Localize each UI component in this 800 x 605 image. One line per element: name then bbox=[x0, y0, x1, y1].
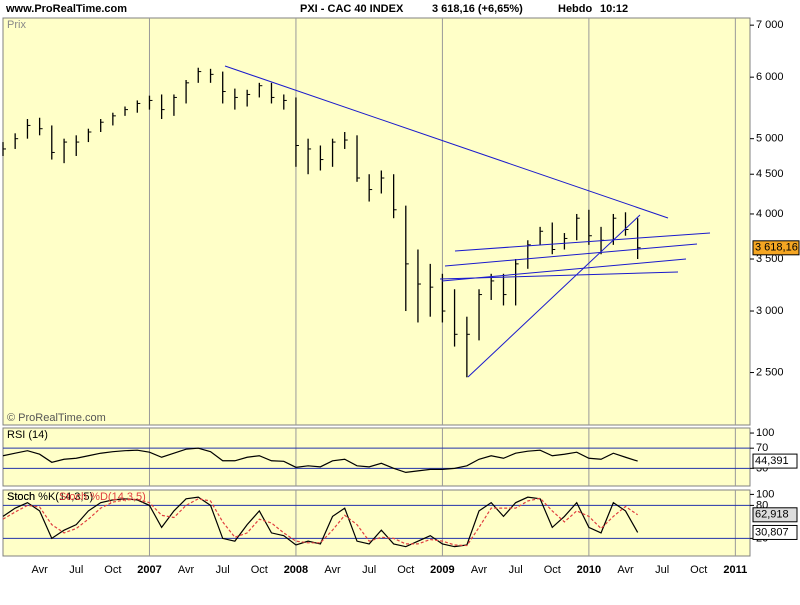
site: www.ProRealTime.com bbox=[5, 3, 127, 15]
y-tick-label: 6 000 bbox=[756, 71, 784, 83]
series-line bbox=[2, 497, 638, 547]
y-tick-label: 100 bbox=[756, 488, 774, 500]
x-tick-label: Avr bbox=[178, 564, 195, 576]
x-tick-label: Jul bbox=[216, 564, 230, 576]
x-tick-label: Oct bbox=[104, 564, 121, 576]
copyright: © ProRealTime.com bbox=[7, 412, 106, 424]
x-tick-label: 2008 bbox=[284, 564, 308, 576]
x-tick-label: Oct bbox=[397, 564, 414, 576]
trend-line bbox=[467, 214, 641, 378]
y-tick-label: 4 500 bbox=[756, 168, 784, 180]
last-value-box bbox=[752, 453, 798, 469]
x-tick-label: Jul bbox=[509, 564, 523, 576]
trend-line bbox=[444, 243, 698, 267]
y-tick-label: 100 bbox=[756, 427, 774, 439]
x-tick-label: Avr bbox=[324, 564, 341, 576]
quote: 3 618,16 (+6,65%) bbox=[432, 3, 523, 15]
y-tick-label: 2 500 bbox=[756, 366, 784, 378]
x-tick-label: 2010 bbox=[577, 564, 601, 576]
last-value: 44,391 bbox=[755, 455, 789, 467]
panel-label: Stoch bbox=[7, 491, 35, 503]
y-tick-label: 4 000 bbox=[756, 208, 784, 220]
y-tick-label: 3 000 bbox=[756, 305, 784, 317]
last-value-box bbox=[752, 507, 798, 523]
x-tick-label: Avr bbox=[617, 564, 634, 576]
legend-entry: Stoch %D(14,3,5) bbox=[59, 491, 146, 503]
x-tick-label: Avr bbox=[31, 564, 48, 576]
x-tick-label: Oct bbox=[690, 564, 707, 576]
x-tick-label: 2007 bbox=[137, 564, 161, 576]
y-tick-label: 70 bbox=[756, 442, 768, 454]
x-tick-label: Jul bbox=[69, 564, 83, 576]
trend-line bbox=[224, 65, 669, 219]
period: Hebdo bbox=[558, 3, 593, 15]
x-tick-label: Oct bbox=[544, 564, 561, 576]
x-tick-label: Jul bbox=[655, 564, 669, 576]
time: 10:12 bbox=[600, 3, 628, 15]
x-tick-label: Oct bbox=[251, 564, 268, 576]
y-tick-label: 7 000 bbox=[756, 19, 784, 31]
last-value: 62,918 bbox=[755, 509, 789, 521]
x-tick-label: 2011 bbox=[723, 564, 747, 576]
legend-entry: Stoch %K(14,3,5) bbox=[7, 491, 93, 503]
x-tick-label: 2009 bbox=[430, 564, 454, 576]
last-value: 30,807 bbox=[755, 526, 789, 538]
panel-label: RSI (14) bbox=[7, 429, 48, 441]
panel-label: Prix bbox=[7, 19, 26, 31]
last-price: 3 618,16 bbox=[755, 242, 798, 254]
y-tick-label: 3 500 bbox=[756, 253, 784, 265]
last-value-box bbox=[752, 524, 798, 540]
trend-line bbox=[454, 232, 711, 252]
x-tick-label: Avr bbox=[471, 564, 488, 576]
series-line bbox=[2, 447, 638, 473]
last-price-box bbox=[752, 240, 800, 256]
series-line bbox=[2, 496, 639, 548]
panel-bg bbox=[2, 489, 751, 557]
instrument: PXI - CAC 40 INDEX bbox=[300, 3, 404, 15]
y-tick-label: 5 000 bbox=[756, 133, 784, 145]
panel-bg bbox=[2, 427, 751, 487]
trend-line bbox=[439, 271, 679, 280]
x-tick-label: Jul bbox=[362, 564, 376, 576]
